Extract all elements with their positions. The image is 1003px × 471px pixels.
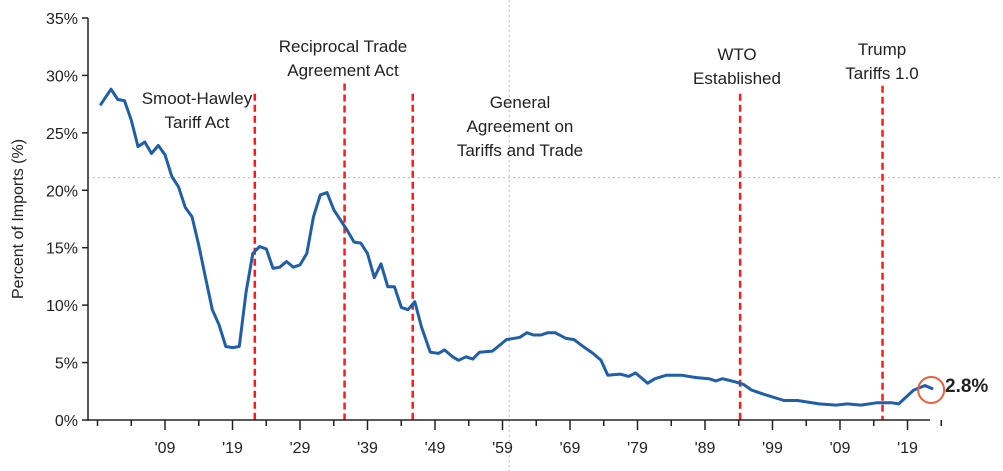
series: 2.8%: [98, 87, 988, 407]
y-tick-label: 35%: [46, 11, 78, 28]
x-tick-label: '09: [155, 440, 176, 457]
y-tick-label: 30%: [46, 68, 78, 85]
x-tick-label: '59: [492, 440, 513, 457]
x-tick-label: '19: [897, 440, 918, 457]
x-tick-label: '09: [830, 440, 851, 457]
highlight-circle: [917, 375, 946, 404]
event-label: Smoot-Hawley: [142, 89, 253, 108]
event-label: Agreement Act: [287, 61, 399, 80]
y-tick-label: 0%: [55, 413, 78, 430]
event-label: WTO: [717, 45, 756, 64]
series-line-tariff-rate: [98, 87, 934, 407]
event-label: Agreement on: [467, 117, 574, 136]
highlight-value-label: 2.8%: [945, 376, 988, 397]
event-labels: Smoot-Hawley Tariff Act Reciprocal Trade Ag…: [142, 37, 919, 160]
event-label: Established: [693, 69, 781, 88]
axes: 0% 5% 10% 15% 20% 25% 30% 35% '09 '19 '29 '39 '49 '59…: [46, 11, 942, 457]
y-tick-label: 5%: [55, 356, 78, 373]
x-tick-label: '69: [560, 440, 581, 457]
x-tick-label: '49: [425, 440, 446, 457]
event-label: Tariffs 1.0: [845, 64, 918, 83]
event-lines: [253, 83, 884, 420]
x-tick-label: '39: [357, 440, 378, 457]
x-tick-label: '29: [290, 440, 311, 457]
event-label: Trump: [858, 40, 907, 59]
event-label: Reciprocal Trade: [279, 37, 408, 56]
x-tick-label: '19: [222, 440, 243, 457]
y-tick-label: 10%: [46, 298, 78, 315]
guide-lines: [88, 0, 1003, 471]
y-axis-label: Percent of Imports (%): [10, 139, 27, 299]
x-tick-label: '79: [627, 440, 648, 457]
event-label: Tariffs and Trade: [457, 141, 583, 160]
y-tick-label: 15%: [46, 241, 78, 258]
x-tick-label: '89: [695, 440, 716, 457]
event-label: General: [490, 93, 550, 112]
y-tick-label: 20%: [46, 183, 78, 200]
event-label: Tariff Act: [165, 113, 230, 132]
y-tick-label: 25%: [46, 126, 78, 143]
x-tick-label: '99: [762, 440, 783, 457]
